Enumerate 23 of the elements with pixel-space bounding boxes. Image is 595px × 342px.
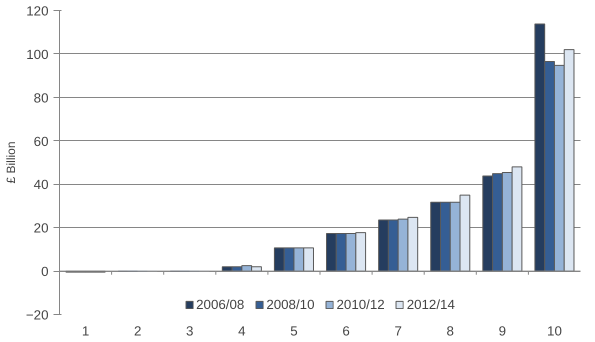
legend-label: 2006/08 <box>196 297 244 312</box>
x-tick-label: 7 <box>394 324 402 338</box>
legend-label: 2008/10 <box>266 297 314 312</box>
y-tick-label: −20 <box>26 308 48 322</box>
x-tick-label: 4 <box>238 324 246 338</box>
x-tick-label: 2 <box>134 324 142 338</box>
y-tick-label: 20 <box>34 220 49 236</box>
x-tick-label: 9 <box>498 324 506 338</box>
x-tick-label: 10 <box>547 324 562 338</box>
y-tick-label: 0 <box>41 264 49 280</box>
x-tick-label: 6 <box>342 324 350 338</box>
x-tick-label: 8 <box>446 324 454 338</box>
legend-label: 2010/12 <box>336 297 385 312</box>
y-tick-label: 60 <box>34 134 49 149</box>
x-tick-label: 3 <box>186 324 194 338</box>
y-axis-title: £ Billion <box>4 141 18 184</box>
y-tick-label: 40 <box>34 177 49 192</box>
x-tick-label: 5 <box>290 324 298 338</box>
y-tick-label: 100 <box>26 46 49 62</box>
x-tick-label: 1 <box>82 324 90 338</box>
legend-label: 2012/14 <box>406 297 455 312</box>
y-tick-label: 120 <box>26 4 49 18</box>
y-tick-label: 80 <box>34 90 49 106</box>
